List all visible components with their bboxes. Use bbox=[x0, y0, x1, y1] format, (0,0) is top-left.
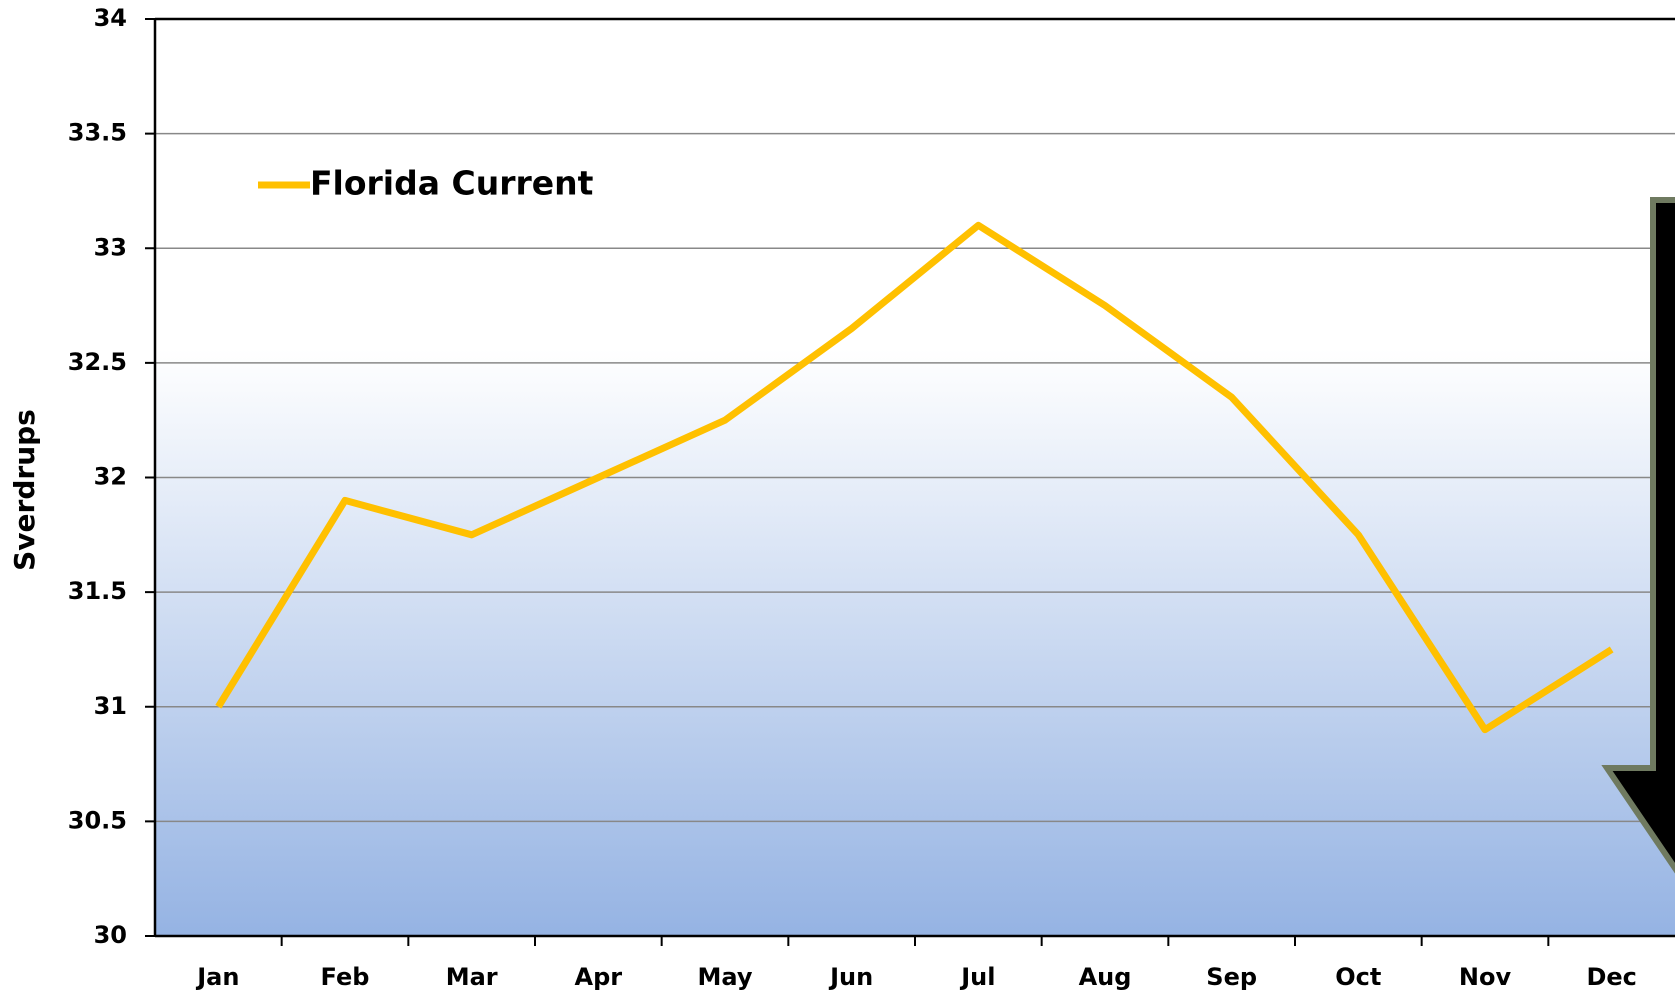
arrow bbox=[1601, 197, 1675, 874]
x-tick-label: Jul bbox=[959, 963, 995, 991]
x-tick-label: May bbox=[698, 963, 753, 991]
y-tick-label: 33.5 bbox=[68, 119, 127, 147]
line bbox=[215, 221, 1614, 734]
y-tick-label: 33 bbox=[94, 233, 127, 261]
x-tick-label: Feb bbox=[321, 963, 370, 991]
x-tick-label: Jan bbox=[195, 963, 239, 991]
y-tick-label: 34 bbox=[94, 4, 127, 32]
y-tick-label: 32.5 bbox=[68, 348, 127, 376]
y-tick-label: 31.5 bbox=[68, 577, 127, 605]
legend-label: Florida Current bbox=[310, 164, 594, 203]
x-tick-label: Nov bbox=[1459, 963, 1512, 991]
y-axis-label: Sverdrups bbox=[8, 409, 41, 571]
y-tick-label: 32 bbox=[94, 463, 127, 491]
x-tick-label: Mar bbox=[446, 963, 498, 991]
x-tick-label: Aug bbox=[1079, 963, 1132, 991]
y-tick-label: 31 bbox=[94, 692, 127, 720]
x-tick-label: Jun bbox=[828, 963, 873, 991]
marks bbox=[215, 221, 1614, 734]
x-tick-label: Dec bbox=[1586, 963, 1636, 991]
x-tick-label: Oct bbox=[1335, 963, 1381, 991]
y-tick-label: 30 bbox=[94, 921, 127, 949]
y-tick-label: 30.5 bbox=[68, 806, 127, 834]
x-tick-label: Sep bbox=[1206, 963, 1257, 991]
x-tick-label: Apr bbox=[575, 963, 623, 991]
